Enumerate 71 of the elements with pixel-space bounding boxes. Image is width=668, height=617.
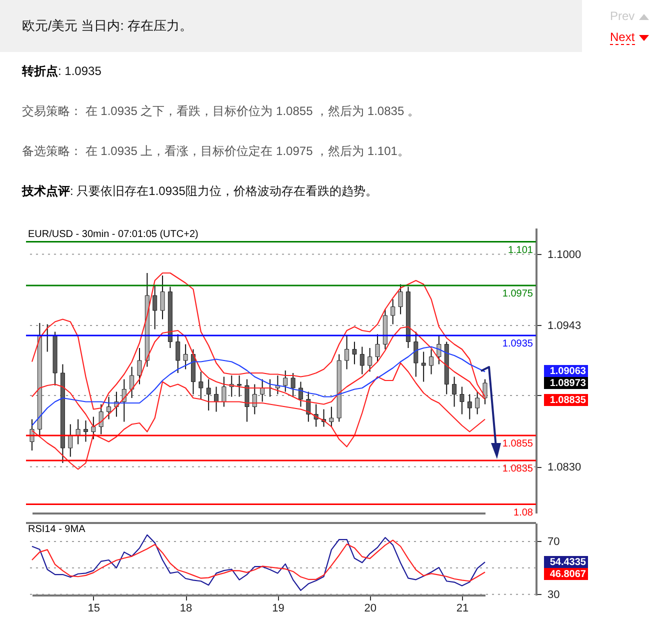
candlestick (360, 346, 364, 375)
text: Next (610, 30, 635, 45)
candlestick (298, 381, 303, 408)
candlestick (283, 370, 288, 392)
candlestick (467, 394, 472, 420)
candlestick (252, 384, 257, 415)
line-series (31, 362, 486, 470)
x-tick-label: 18 (180, 602, 192, 614)
x-tick-label: 20 (364, 602, 376, 614)
x-tick-label: 19 (272, 602, 284, 614)
text: 1.09063 (550, 366, 586, 377)
candlestick (160, 275, 165, 320)
candlestick (176, 334, 180, 374)
x-tick-label: 15 (88, 602, 100, 614)
candlestick (329, 406, 334, 428)
ref-line-label: 1.0855 (502, 438, 534, 450)
candlestick (390, 298, 396, 325)
text: 1.08973 (550, 378, 586, 389)
candlestick (83, 420, 88, 442)
candlestick (352, 341, 357, 365)
chart-title: RSI14 - 9MA (28, 524, 86, 535)
candlestick (414, 331, 418, 378)
y-tick-label: 1.0830 (548, 461, 582, 474)
line-series (31, 540, 486, 582)
line-series (31, 534, 486, 591)
candlestick (91, 416, 96, 440)
text: 转折点: 1.0935 (22, 64, 102, 78)
text: 欧元/美元 当日内: 存在压力。 (22, 18, 192, 33)
candlestick (76, 418, 80, 445)
candlestick (290, 372, 296, 398)
ref-line-label: 1.101 (508, 244, 534, 256)
ref-line-label: 1.0835 (502, 464, 534, 474)
candlestick (460, 386, 464, 415)
candlestick (98, 404, 104, 435)
candlestick (421, 351, 426, 382)
text: 1.08835 (550, 395, 586, 406)
text: 交易策略： 在 1.0935 之下，看跌，目标价位为 1.0855 ，然后为 1.0835 。 (22, 104, 420, 118)
candlestick (375, 334, 380, 362)
candlestick (368, 348, 372, 372)
candlestick (244, 378, 250, 422)
candlestick (475, 391, 480, 415)
candlestick (436, 335, 442, 365)
y-tick-label: 1.1000 (548, 248, 582, 261)
candlestick (237, 375, 242, 398)
candlestick (198, 371, 204, 400)
candlestick (452, 376, 457, 408)
candlestick (398, 284, 403, 315)
candlestick (222, 376, 226, 408)
text: 备选策略： 在 1.0935 上，看涨，目标价位定在 1.0975 ，然后为 1.101。 (22, 144, 410, 158)
text: 46.8067 (550, 569, 586, 580)
ref-line-label: 1.08 (514, 507, 534, 518)
candlestick (429, 348, 434, 375)
candlestick (68, 424, 73, 458)
candlestick (130, 366, 134, 398)
y-tick-label: 30 (548, 588, 560, 601)
ref-line-label: 1.0975 (502, 288, 534, 300)
candlestick (260, 378, 265, 402)
candlestick (106, 396, 112, 420)
candlestick (183, 344, 188, 370)
candlestick (152, 285, 158, 330)
ref-line-label: 1.0935 (502, 338, 534, 350)
y-tick-label: 1.0943 (548, 320, 582, 332)
chart-title: EUR/USD - 30min - 07:01:05 (UTC+2) (28, 229, 198, 240)
text: 54.4335 (550, 557, 586, 568)
candlestick (137, 348, 142, 385)
text: 技术点评: 只要依旧存在1.0935阻力位，价格波动存在看跌的趋势。 (22, 184, 378, 198)
x-tick-label: 21 (456, 602, 469, 614)
candlestick (344, 335, 350, 370)
y-tick-label: 70 (548, 536, 560, 548)
candlestick (482, 378, 488, 405)
candlestick (206, 378, 211, 411)
